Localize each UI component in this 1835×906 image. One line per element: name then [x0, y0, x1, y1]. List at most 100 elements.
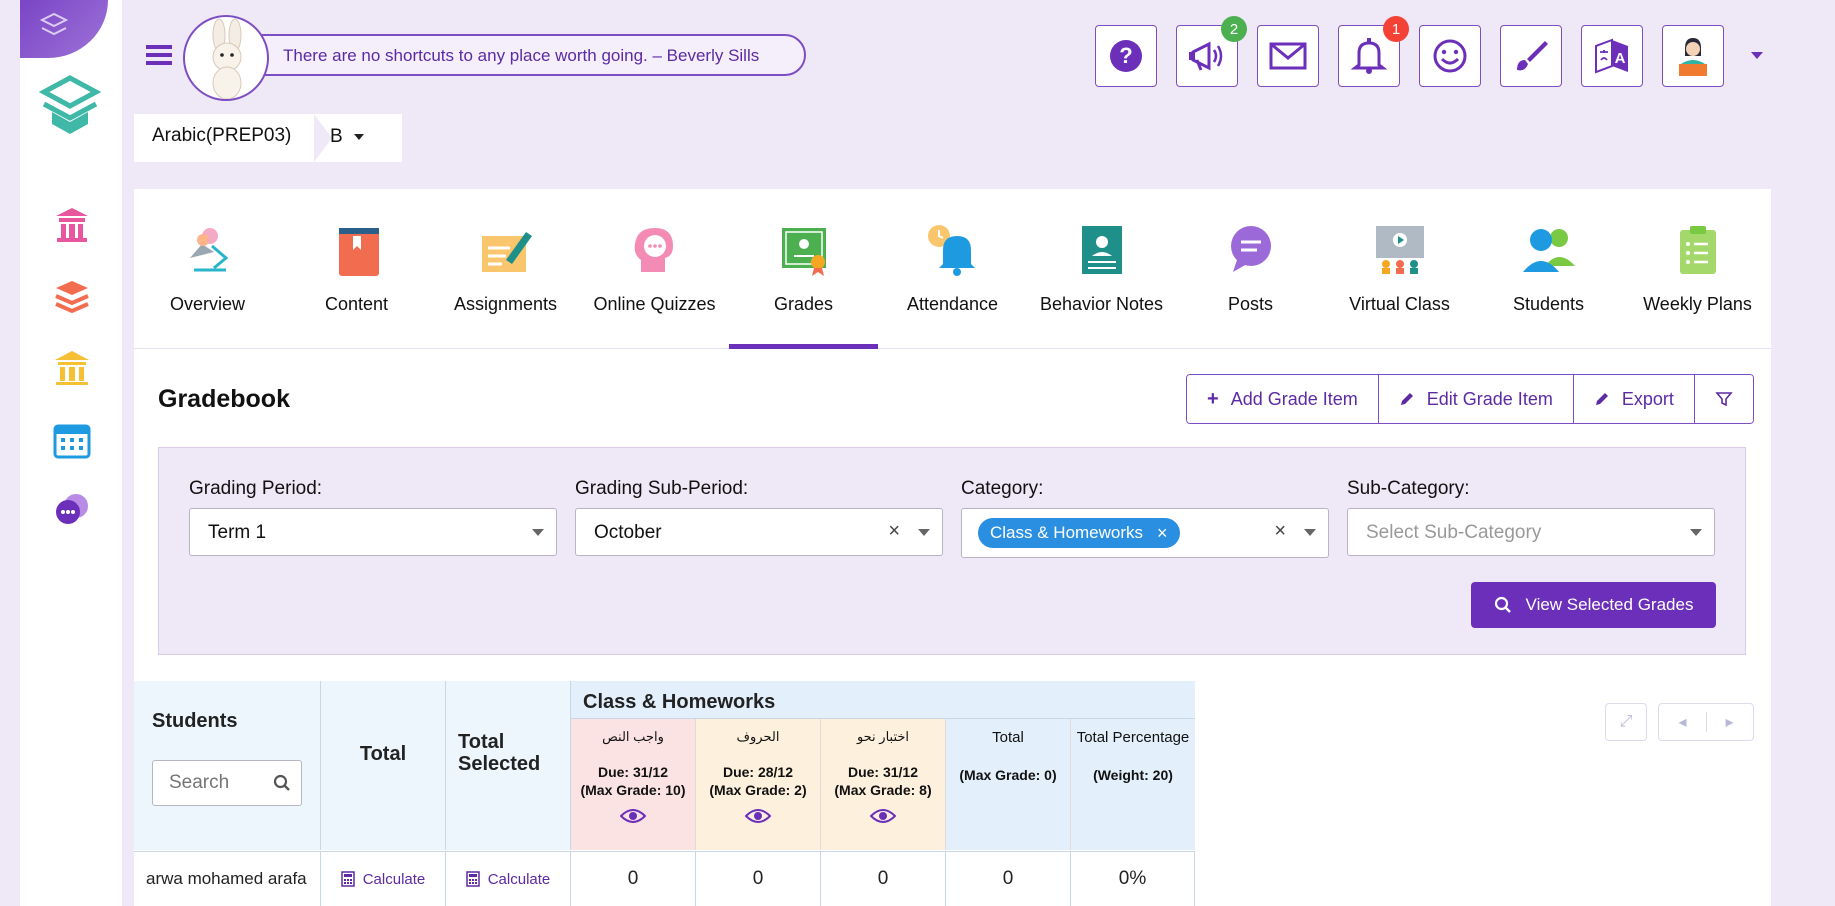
category-total-title: Total [992, 729, 1024, 746]
posts-bubble-icon [1230, 226, 1271, 272]
total-percentage-column: Total Percentage (Weight: 20) [1071, 719, 1195, 850]
envelope-icon [1269, 42, 1307, 70]
announcements-button[interactable]: 2 [1176, 16, 1247, 87]
mood-button[interactable] [1419, 25, 1481, 87]
grade-cell[interactable]: 0 [696, 851, 821, 906]
school-logo[interactable] [34, 68, 106, 145]
notifications-button[interactable]: 1 [1338, 16, 1409, 87]
eye-icon[interactable] [745, 807, 771, 825]
total-selected-column-header: Total Selected [446, 681, 571, 850]
profile-dropdown-caret[interactable] [1751, 52, 1763, 59]
tab-grades[interactable]: Grades [729, 189, 878, 349]
view-selected-grades-button[interactable]: View Selected Grades [1471, 582, 1716, 628]
hamburger-icon [146, 45, 172, 65]
grade-item-column[interactable]: الحروف Due: 28/12 (Max Grade: 2) [696, 719, 821, 850]
help-button[interactable]: ? [1095, 25, 1157, 87]
grade-item-title: واجب النص [602, 729, 664, 744]
student-name-cell[interactable]: arwa mohamed arafa [134, 851, 321, 906]
profile-button[interactable] [1662, 25, 1724, 87]
total-percentage-value: 0% [1118, 868, 1147, 889]
announcements-badge: 2 [1221, 16, 1247, 42]
gradebook-actions: + Add Grade Item Edit Grade Item Export [1186, 374, 1754, 424]
students-header: Students [152, 710, 238, 732]
grade-item-title: اختبار نحو [856, 729, 910, 744]
language-button[interactable]: A [1581, 25, 1643, 87]
category-chip[interactable]: Class & Homeworks × [978, 518, 1180, 548]
sidebar-chat-icon[interactable] [48, 486, 96, 534]
gradebook-title: Gradebook [158, 385, 290, 413]
chevron-down-icon [1690, 529, 1702, 536]
eye-icon[interactable] [870, 807, 896, 825]
tab-label: Students [1512, 294, 1585, 314]
calculate-total-button[interactable]: Calculate [340, 871, 425, 888]
eye-icon[interactable] [620, 807, 646, 825]
course-name[interactable]: Arabic(PREP03) [152, 125, 292, 146]
grade-cell[interactable]: 0 [571, 851, 696, 906]
virtual-class-icon [1375, 226, 1424, 274]
tab-label: Attendance [906, 294, 999, 314]
tab-label: Weekly Plans [1643, 294, 1752, 314]
tab-virtual-class[interactable]: Virtual Class [1325, 189, 1474, 348]
tab-behavior-notes[interactable]: Behavior Notes [1027, 189, 1176, 348]
sidebar-home-icon[interactable] [48, 200, 96, 248]
sub-category-placeholder: Select Sub-Category [1366, 522, 1542, 543]
course-breadcrumb: Arabic(PREP03) B [134, 114, 402, 162]
tab-content[interactable]: Content [282, 189, 431, 348]
category-column-group: Class & Homeworks واجب النص Due: 31/12 (M… [571, 681, 1195, 850]
export-button[interactable]: Export [1573, 375, 1695, 423]
tab-online-quizzes[interactable]: Online Quizzes [580, 189, 729, 348]
grading-period-value: Term 1 [208, 522, 267, 543]
filter-button[interactable] [1694, 375, 1753, 423]
next-icon[interactable]: ▸ [1725, 714, 1734, 731]
student-search[interactable] [152, 760, 302, 806]
category-chip-label: Class & Homeworks [990, 523, 1144, 542]
grade-value: 0 [627, 868, 639, 889]
students-icon [1522, 229, 1575, 272]
chip-remove-icon[interactable]: × [1157, 522, 1168, 543]
sidebar-books-icon[interactable] [48, 272, 96, 320]
tab-weekly-plans[interactable]: Weekly Plans [1623, 189, 1772, 348]
sidebar-calendar-icon[interactable] [48, 416, 96, 464]
grade-cell[interactable]: 0 [821, 851, 946, 906]
grading-period-select[interactable]: Term 1 [189, 508, 557, 556]
messages-button[interactable] [1257, 25, 1319, 87]
add-grade-item-button[interactable]: + Add Grade Item [1187, 375, 1379, 423]
total-cell: Calculate [321, 851, 446, 906]
clear-icon[interactable]: × [888, 520, 900, 542]
expand-button[interactable]: ⤢ [1605, 703, 1647, 741]
sidebar-institution-icon[interactable] [48, 344, 96, 392]
teacher-avatar-icon [1679, 38, 1707, 76]
category-total-sub: (Max Grade: 0) [959, 767, 1057, 783]
prev-icon[interactable]: ◂ [1660, 712, 1707, 732]
plus-icon: + [1207, 387, 1219, 410]
quote-text: There are no shortcuts to any place wort… [283, 46, 760, 65]
grade-item-column[interactable]: واجب النص Due: 31/12 (Max Grade: 10) [571, 719, 696, 850]
student-search-input[interactable] [167, 771, 271, 795]
svg-text:A: A [1615, 50, 1626, 67]
sub-period-select[interactable]: October × [575, 508, 943, 556]
tab-label: Grades [773, 294, 834, 314]
category-select[interactable]: Class & Homeworks × × [961, 508, 1329, 558]
total-selected-cell: Calculate [446, 851, 571, 906]
grade-item-max: (Max Grade: 8) [834, 782, 932, 798]
bell-icon [1351, 38, 1387, 74]
theme-button[interactable] [1500, 25, 1562, 87]
tab-assignments[interactable]: Assignments [431, 189, 580, 348]
category-label: Category: [961, 478, 1044, 499]
tab-label: Behavior Notes [1039, 294, 1164, 314]
menu-toggle-button[interactable] [144, 40, 174, 70]
grade-item-column[interactable]: اختبار نحو Due: 31/12 (Max Grade: 8) [821, 719, 946, 850]
section-selector[interactable]: B [330, 126, 364, 148]
sub-category-select[interactable]: Select Sub-Category [1347, 508, 1715, 556]
tab-students[interactable]: Students [1474, 189, 1623, 348]
edit-grade-item-button[interactable]: Edit Grade Item [1378, 375, 1574, 423]
tab-overview[interactable]: Overview [133, 189, 282, 348]
tab-posts[interactable]: Posts [1176, 189, 1325, 348]
tab-attendance[interactable]: Attendance [878, 189, 1027, 348]
calculate-total-selected-button[interactable]: Calculate [465, 871, 550, 888]
clear-icon[interactable]: × [1274, 520, 1286, 542]
expand-icon: ⤢ [1619, 713, 1633, 730]
grade-item-due: Due: 28/12 [722, 764, 794, 780]
category-total-cell: 0 [946, 851, 1071, 906]
grade-value: 0 [752, 868, 764, 889]
